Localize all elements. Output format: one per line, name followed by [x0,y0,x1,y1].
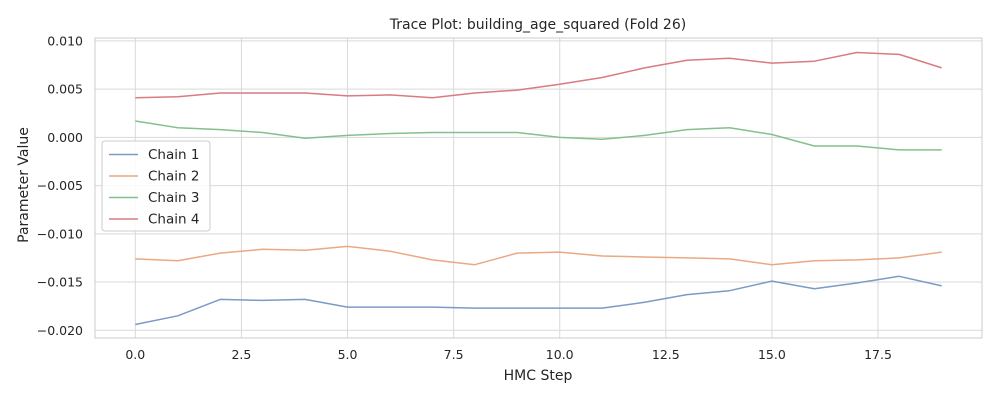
legend-label: Chain 4 [148,212,199,228]
plot-frame [94,37,983,339]
series-line-chain-1 [135,275,942,326]
series-line-chain-2 [135,245,942,266]
x-tick-label: 0.0 [125,347,145,362]
x-tick-label: 12.5 [652,347,680,362]
x-tick-label: 10.0 [546,347,574,362]
chart-title: Trace Plot: building_age_squared (Fold 2… [389,17,686,33]
y-tick-label: −0.010 [37,226,83,241]
x-tick-label: 5.0 [338,347,358,362]
x-tick-label: 17.5 [864,347,892,362]
legend: Chain 1 Chain 2 Chain 3 Chain 4 [101,140,211,232]
x-tick-labels: 0.0 2.5 5.0 7.5 10.0 12.5 15.0 17.5 [125,347,892,362]
x-tick-label: 2.5 [231,347,251,362]
series-line-chain-3 [135,120,942,151]
grid [95,38,982,338]
y-tick-label: 0.000 [47,130,83,145]
y-tick-label: −0.020 [37,323,83,338]
x-tick-label: 15.0 [758,347,786,362]
y-axis-label: Parameter Value [16,127,32,243]
x-axis-label: HMC Step [504,368,573,384]
x-tick-label: 7.5 [444,347,464,362]
series-line-chain-4 [135,51,942,99]
legend-box [101,140,211,232]
legend-label: Chain 3 [148,190,199,206]
y-tick-label: −0.015 [37,275,83,290]
y-tick-label: −0.005 [37,178,83,193]
legend-label: Chain 2 [148,169,199,185]
legend-label: Chain 1 [148,147,199,163]
y-tick-label: 0.010 [47,33,83,48]
y-tick-labels: 0.010 0.005 0.000 −0.005 −0.010 −0.015 −0.020 [37,33,83,337]
series-lines [135,51,942,326]
y-tick-label: 0.005 [47,82,83,97]
